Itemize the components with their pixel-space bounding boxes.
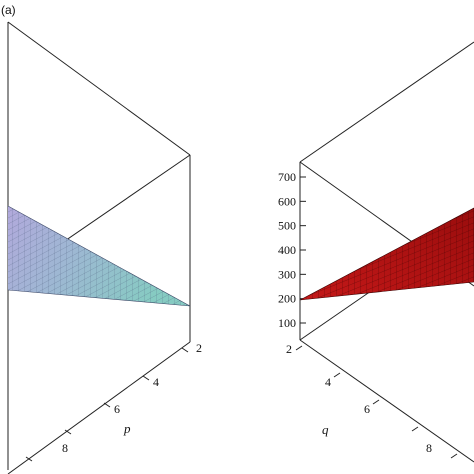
panel-b: 100 200 300 400 500 600 700 2 4 6 8 q (278, 41, 474, 463)
panel-b-x-tick-label: 2 (286, 342, 292, 356)
panel-a-surface (7, 205, 191, 307)
panel-b-z-tick-label: 700 (278, 170, 296, 184)
panel-a: (a) 2 4 6 8 p (1, 3, 202, 474)
panel-a-x-tick-label: 2 (196, 341, 202, 355)
panel-a-x-tick-label: 4 (153, 375, 159, 389)
panel-a-x-tick-label: 8 (62, 441, 68, 455)
panel-a-x-axis (25, 347, 189, 462)
panel-b-z-tick-label: 500 (278, 219, 296, 233)
panel-b-x-tick-label: 6 (364, 402, 370, 416)
panel-b-x-label: q (322, 422, 329, 437)
panel-b-x-tick-label: 8 (426, 441, 432, 455)
panel-a-x-label: p (123, 421, 131, 436)
panel-b-x-tick-label: 4 (325, 375, 331, 389)
panel-a-label: (a) (1, 3, 16, 17)
panel-b-z-tick-label: 300 (278, 267, 296, 281)
panel-a-x-tick-label: 6 (114, 402, 120, 416)
panel-b-z-tick-label: 100 (278, 316, 296, 330)
panel-b-z-axis: 100 200 300 400 500 600 700 (278, 170, 306, 330)
panel-b-z-tick-label: 400 (278, 243, 296, 257)
panel-b-z-tick-label: 600 (278, 194, 296, 208)
panel-b-x-axis (295, 345, 458, 459)
panel-b-surface (299, 207, 474, 301)
panel-b-z-tick-label: 200 (278, 292, 296, 306)
